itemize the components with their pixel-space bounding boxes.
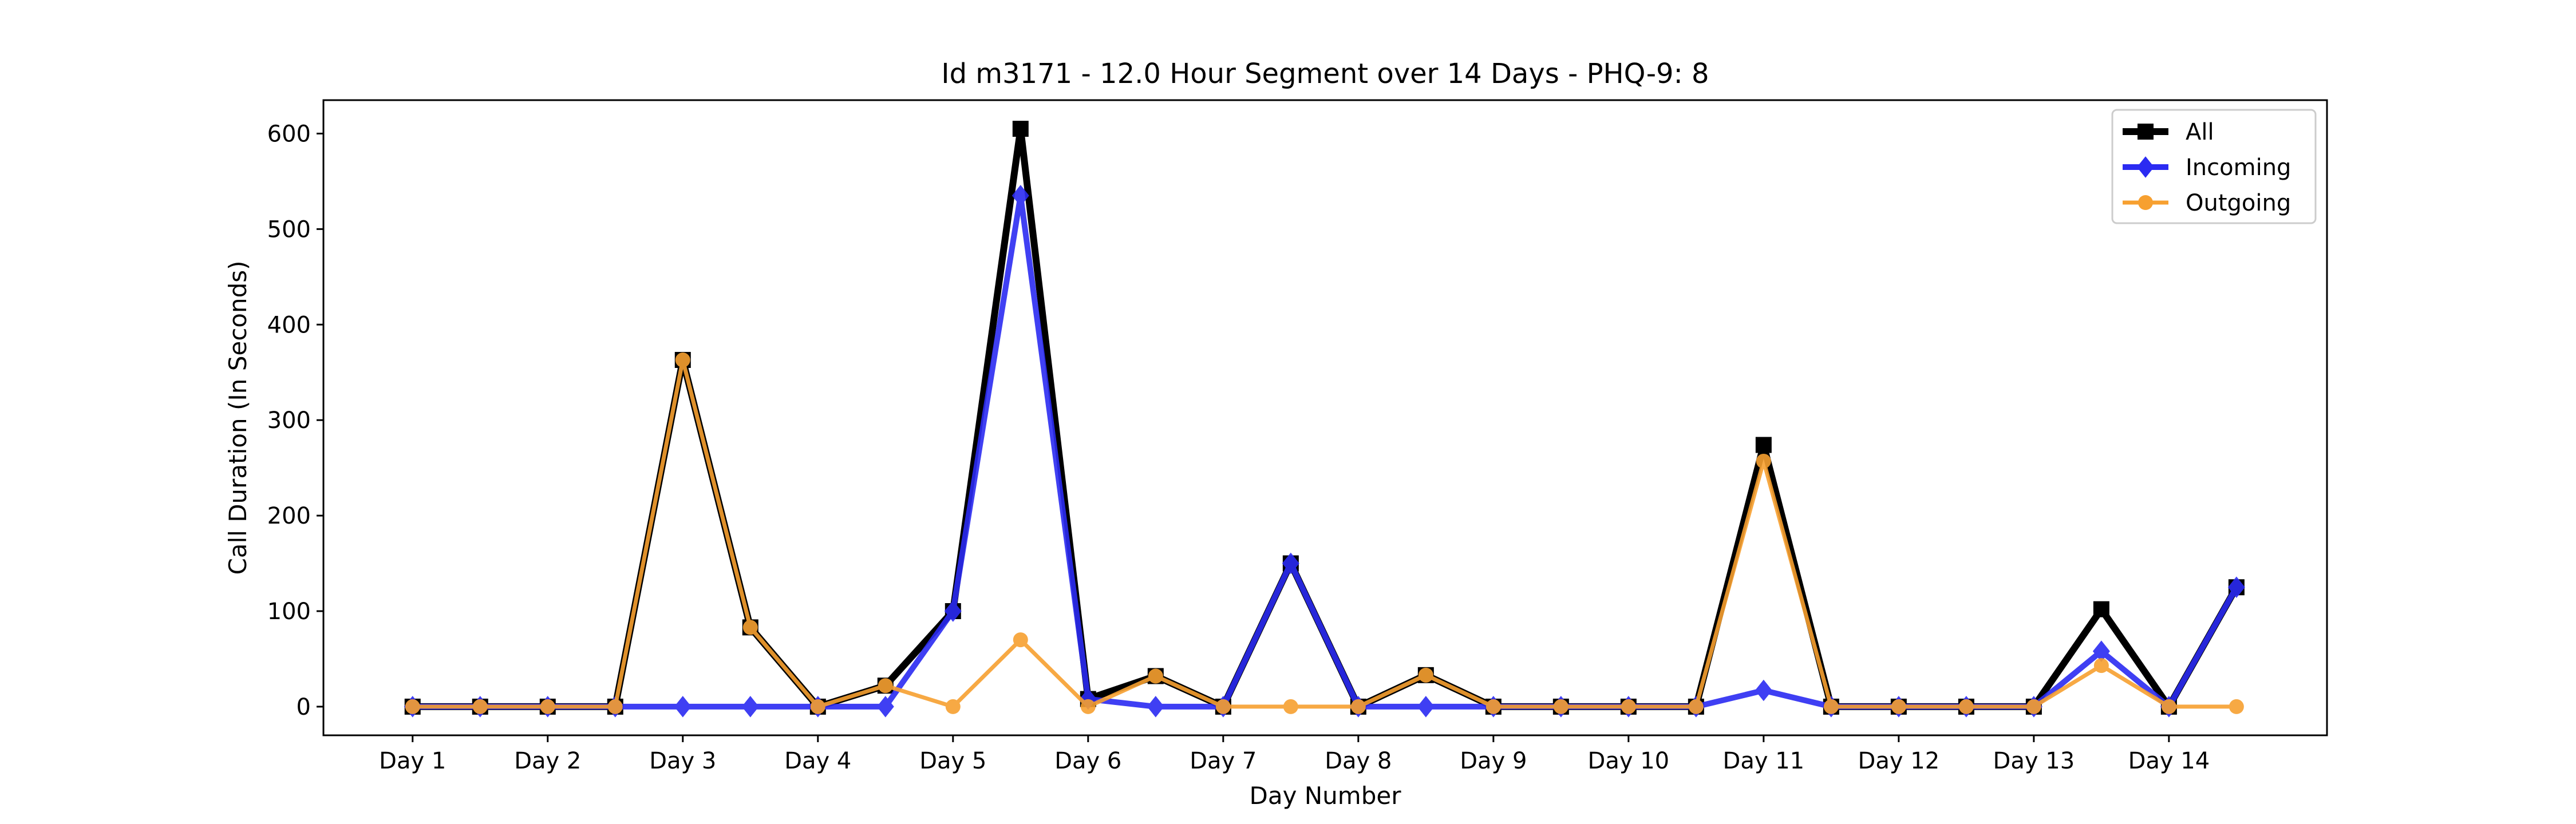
legend-incoming-point (2137, 156, 2154, 178)
x-tick-label: Day 5 (919, 748, 986, 774)
series-line-outgoing (412, 358, 2237, 709)
incoming-point (944, 600, 962, 622)
outgoing-point (1350, 699, 1366, 714)
legend-label-all: All (2186, 119, 2214, 145)
x-tick-label: Day 2 (514, 748, 581, 774)
incoming-point (1012, 185, 1029, 207)
outgoing-point (878, 678, 893, 694)
all-point (2093, 601, 2109, 617)
legend-item-outgoing: Outgoing (2123, 190, 2291, 216)
series-line-all (412, 125, 2240, 710)
outgoing-point (1418, 667, 1433, 683)
all-point (1755, 437, 1772, 453)
outgoing-point (1283, 699, 1298, 714)
y-axis-label: Call Duration (In Seconds) (224, 260, 252, 575)
legend-item-all: All (2123, 119, 2214, 145)
x-tick-label: Day 11 (1723, 748, 1805, 774)
y-axis: 0 100 200 300 400 500 600 (267, 121, 323, 720)
incoming-point (876, 696, 894, 718)
outgoing-point (1621, 699, 1636, 714)
legend-outgoing-point (2138, 195, 2153, 210)
x-axis: Day 1 Day 2 Day 3 Day 4 Day 5 Day 6 Day 7 Day 8… (379, 735, 2210, 774)
incoming-point (1147, 696, 1164, 718)
outgoing-point (945, 699, 961, 714)
y-tick-label: 600 (267, 121, 311, 147)
outgoing-point (472, 699, 488, 714)
x-tick-label: Day 14 (2128, 748, 2210, 774)
series-outgoing (405, 352, 2244, 714)
x-tick-label: Day 4 (784, 748, 851, 774)
outgoing-point (405, 699, 420, 714)
x-tick-label: Day 8 (1325, 748, 1392, 774)
outgoing-point (607, 699, 623, 714)
all-point (1012, 121, 1029, 137)
x-tick-label: Day 6 (1054, 748, 1121, 774)
outgoing-point (1013, 632, 1028, 648)
x-tick-label: Day 3 (649, 748, 716, 774)
incoming-point (674, 696, 692, 718)
legend-box (2111, 109, 2317, 224)
x-tick-label: Day 13 (1993, 748, 2075, 774)
legend-item-incoming: Incoming (2123, 154, 2291, 181)
x-tick-label: Day 1 (379, 748, 446, 774)
outgoing-point (1756, 453, 1771, 469)
series-all (404, 121, 2245, 715)
outgoing-point (2229, 699, 2244, 714)
y-tick-label: 300 (267, 407, 311, 434)
y-tick-label: 500 (267, 216, 311, 243)
series-incoming (404, 185, 2245, 718)
incoming-point (2092, 640, 2110, 662)
outgoing-point (540, 699, 555, 714)
incoming-point (741, 696, 759, 718)
incoming-point (2227, 576, 2245, 599)
y-tick-label: 0 (297, 694, 311, 720)
incoming-point (1417, 696, 1435, 718)
x-axis-label: Day Number (1249, 782, 1401, 810)
legend: All Incoming Outgoing (2111, 109, 2317, 224)
outgoing-point (1891, 699, 1906, 714)
x-tick-label: Day 12 (1858, 748, 1940, 774)
x-tick-label: Day 10 (1588, 748, 1670, 774)
chart-title: Id m3171 - 12.0 Hour Segment over 14 Day… (941, 58, 1709, 90)
x-tick-label: Day 7 (1190, 748, 1257, 774)
outgoing-point (1688, 699, 1704, 714)
x-tick-label: Day 9 (1460, 748, 1527, 774)
legend-all-point (2138, 124, 2154, 140)
outgoing-point (2026, 699, 2041, 714)
outgoing-point (810, 699, 825, 714)
legend-label-outgoing: Outgoing (2186, 190, 2291, 216)
outgoing-point (2161, 699, 2176, 714)
legend-label-incoming: Incoming (2186, 154, 2291, 181)
outgoing-point (1485, 699, 1501, 714)
y-tick-label: 200 (267, 503, 311, 529)
outgoing-point (1958, 699, 1974, 714)
outgoing-point (1553, 699, 1568, 714)
incoming-point (1755, 679, 1772, 702)
outgoing-point (742, 620, 758, 635)
outgoing-point (1823, 699, 1839, 714)
y-tick-label: 400 (267, 312, 311, 338)
outgoing-point (1080, 699, 1096, 714)
incoming-point (1282, 552, 1299, 575)
outgoing-point (1148, 668, 1163, 684)
outgoing-point (2093, 658, 2109, 674)
outgoing-point (1215, 699, 1231, 714)
series-line-incoming (412, 192, 2239, 710)
plot-frame (322, 99, 2328, 736)
series-layer (404, 121, 2245, 718)
y-tick-label: 100 (267, 599, 311, 625)
outgoing-point (675, 352, 690, 368)
